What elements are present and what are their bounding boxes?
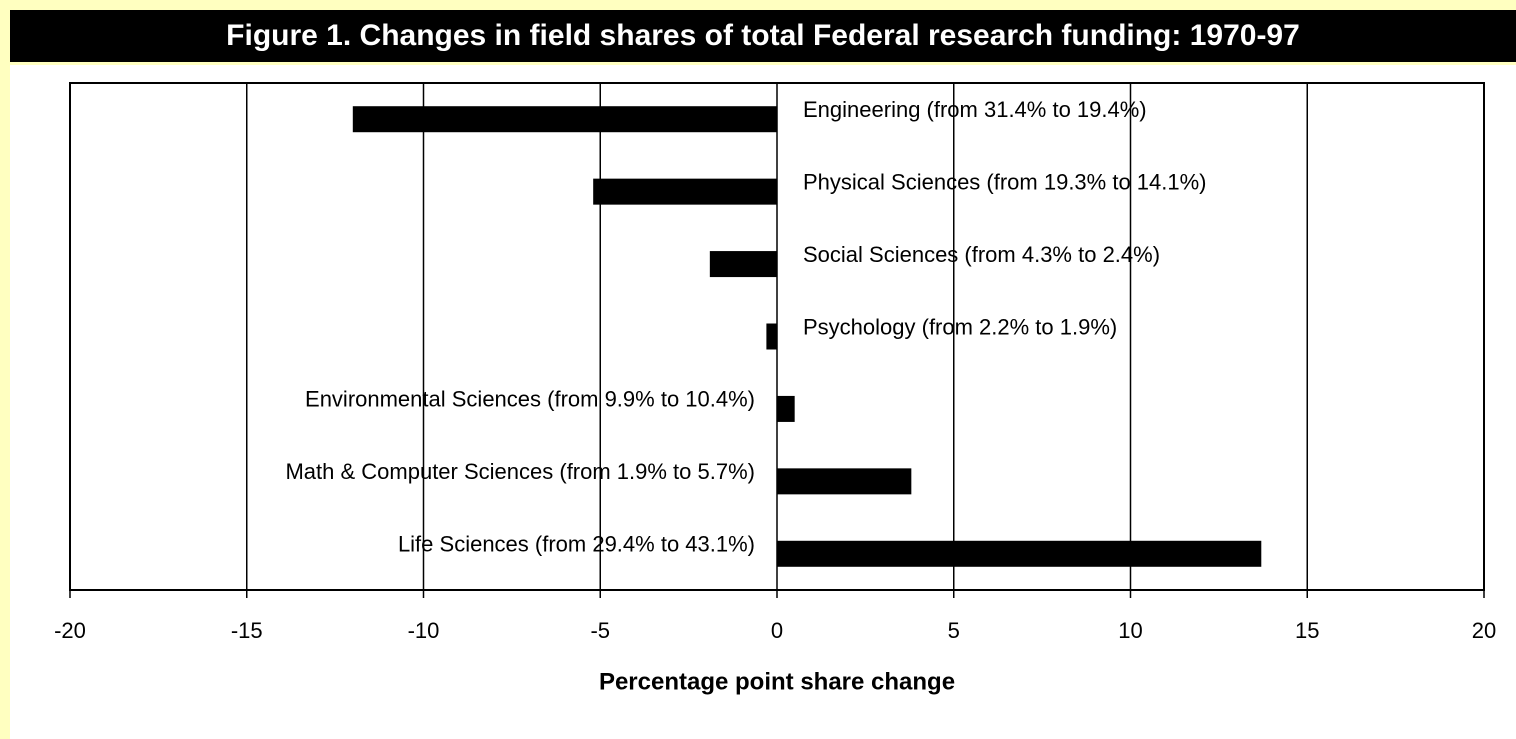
bar	[593, 178, 777, 205]
x-axis-label: Percentage point share change	[599, 668, 955, 695]
x-tick-label: -20	[54, 618, 86, 643]
x-tick-label: 0	[771, 618, 783, 643]
x-tick-label: 10	[1118, 618, 1142, 643]
plot-frame	[69, 82, 1485, 591]
title-bar	[10, 10, 1516, 62]
panel	[10, 65, 1516, 739]
bar	[777, 395, 795, 422]
bar	[777, 468, 912, 495]
x-tick-label: 15	[1295, 618, 1319, 643]
bar	[777, 540, 1262, 567]
category-label: Social Sciences (from 4.3% to 2.4%)	[803, 242, 1160, 267]
x-tick-label: -10	[408, 618, 440, 643]
chart-title: Figure 1. Changes in field shares of tot…	[226, 19, 1300, 52]
x-tick-label: -5	[590, 618, 610, 643]
x-tick-label: 5	[948, 618, 960, 643]
category-label: Engineering (from 31.4% to 19.4%)	[803, 97, 1147, 122]
category-label: Physical Sciences (from 19.3% to 14.1%)	[803, 169, 1207, 194]
category-label: Math & Computer Sciences (from 1.9% to 5…	[285, 459, 755, 484]
bar	[352, 106, 777, 133]
bar	[766, 323, 777, 350]
category-label: Environmental Sciences (from 9.9% to 10.…	[305, 387, 755, 412]
category-label: Life Sciences (from 29.4% to 43.1%)	[398, 532, 755, 557]
x-tick-label: -15	[231, 618, 263, 643]
bar	[709, 251, 777, 278]
category-label: Psychology (from 2.2% to 1.9%)	[803, 314, 1117, 339]
x-tick-label: 20	[1472, 618, 1496, 643]
